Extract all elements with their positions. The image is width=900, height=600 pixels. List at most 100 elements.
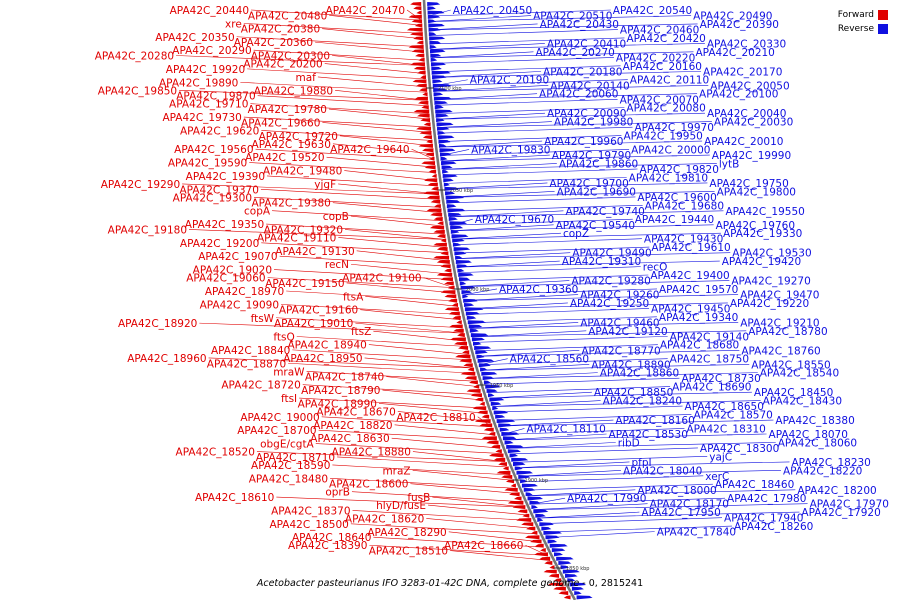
reverse-gene-label: APA42C_18460 bbox=[715, 479, 794, 491]
reverse-leader-line bbox=[437, 121, 552, 128]
forward-gene-arrow bbox=[464, 376, 477, 381]
reverse-gene-label: APA42C_18860 bbox=[600, 368, 679, 380]
forward-gene-arrow bbox=[490, 444, 501, 449]
forward-gene-arrow bbox=[418, 143, 433, 148]
reverse-gene-label: APA42C_18650 bbox=[685, 401, 764, 413]
forward-gene-arrow bbox=[522, 513, 530, 518]
reverse-gene-label: APA42C_19790 bbox=[552, 150, 631, 162]
reverse-gene-label: APA42C_19830 bbox=[471, 144, 550, 156]
forward-gene-label: APA42C_19850 bbox=[98, 85, 177, 97]
reverse-gene-arrow bbox=[571, 586, 584, 591]
forward-leader-line bbox=[255, 148, 434, 160]
reverse-gene-arrow bbox=[466, 315, 477, 320]
forward-leader-line bbox=[373, 536, 544, 548]
reverse-gene-label: APA42C_19800 bbox=[717, 186, 796, 198]
reverse-gene-arrow bbox=[455, 260, 472, 264]
forward-gene-arrow bbox=[440, 251, 449, 256]
forward-gene-label: APA42C_18820 bbox=[313, 420, 392, 432]
reverse-gene-label: APA42C_19600 bbox=[637, 192, 716, 204]
reverse-gene-arrow bbox=[439, 152, 452, 157]
reverse-gene-label: APA42C_20040 bbox=[707, 108, 786, 120]
reverse-gene-arrow bbox=[452, 242, 461, 247]
forward-gene-arrow bbox=[521, 522, 534, 527]
reverse-gene-arrow bbox=[496, 419, 516, 424]
reverse-gene-arrow bbox=[428, 32, 437, 37]
reverse-leader-line bbox=[447, 196, 636, 204]
reverse-leader-line bbox=[537, 511, 640, 519]
forward-leader-line bbox=[335, 89, 428, 101]
reverse-gene-label: APA42C_20070 bbox=[620, 94, 699, 106]
forward-gene-arrow bbox=[433, 242, 447, 247]
reverse-leader-line bbox=[440, 140, 543, 148]
forward-leader-line bbox=[450, 550, 551, 561]
forward-gene-label: APA42C_19300 bbox=[173, 192, 252, 204]
forward-leader-line bbox=[260, 189, 439, 200]
reverse-gene-label: APA42C_19670 bbox=[475, 214, 554, 226]
reverse-leader-line bbox=[441, 154, 710, 162]
forward-gene-arrow bbox=[424, 165, 436, 170]
forward-gene-label: xre bbox=[225, 18, 242, 30]
forward-gene-label: ftsA bbox=[343, 291, 364, 303]
reverse-gene-label: APA42C_18170 bbox=[650, 499, 729, 511]
reverse-leader-line bbox=[488, 386, 671, 393]
forward-gene-label: ftsW bbox=[251, 313, 275, 325]
reverse-leader-line bbox=[489, 391, 592, 399]
forward-leader-line bbox=[286, 290, 457, 302]
reverse-leader-line bbox=[433, 71, 702, 78]
forward-gene-arrow bbox=[421, 105, 429, 110]
forward-gene-arrow bbox=[553, 586, 566, 591]
reverse-leader-line bbox=[449, 210, 724, 218]
reverse-gene-arrow bbox=[427, 10, 445, 15]
reverse-gene-label: APA42C_20210 bbox=[695, 47, 774, 59]
forward-gene-label: APA42C_19730 bbox=[162, 112, 241, 124]
forward-leader-line bbox=[236, 36, 423, 48]
forward-gene-label: APA42C_18960 bbox=[127, 353, 206, 365]
reverse-gene-arrow bbox=[448, 217, 458, 221]
reverse-leader-line bbox=[444, 177, 627, 184]
forward-leader-line bbox=[397, 411, 490, 422]
forward-gene-arrow bbox=[436, 260, 450, 264]
reverse-gene-label: APA42C_20170 bbox=[703, 66, 782, 78]
forward-gene-arrow bbox=[472, 406, 487, 411]
forward-gene-label: copB bbox=[323, 211, 349, 223]
forward-gene-arrow bbox=[507, 500, 524, 505]
forward-leader-line bbox=[261, 130, 432, 141]
forward-gene-arrow bbox=[462, 350, 470, 355]
gene-arrows bbox=[406, 2, 593, 600]
forward-gene-arrow bbox=[436, 247, 448, 252]
forward-gene-label: APA42C_19290 bbox=[101, 179, 180, 191]
reverse-gene-arrow bbox=[453, 247, 471, 252]
reverse-gene-arrow bbox=[449, 221, 467, 226]
reverse-gene-label: APA42C_17950 bbox=[641, 507, 720, 519]
reverse-gene-label: APA42C_19430 bbox=[644, 234, 723, 246]
reverse-gene-arrow bbox=[501, 432, 520, 436]
reverse-leader-line bbox=[504, 433, 607, 441]
reverse-leader-line bbox=[540, 517, 723, 524]
reverse-gene-label: APA42C_17980 bbox=[727, 493, 806, 505]
reverse-leader-line bbox=[462, 288, 498, 296]
reverse-gene-label: APA42C_20110 bbox=[630, 75, 709, 87]
reverse-gene-arrow bbox=[549, 543, 568, 548]
forward-gene-arrow bbox=[502, 466, 509, 471]
reverse-gene-arrow bbox=[539, 522, 554, 527]
forward-leader-line bbox=[426, 518, 535, 529]
reverse-gene-arrow bbox=[431, 66, 442, 71]
reverse-leader-line bbox=[527, 489, 636, 497]
forward-gene-label: APA42C_19520 bbox=[245, 152, 324, 164]
reverse-gene-arrow bbox=[433, 88, 448, 92]
forward-gene-arrow bbox=[434, 204, 441, 209]
forward-leader-line bbox=[322, 28, 423, 40]
reverse-leader-line bbox=[461, 280, 730, 287]
forward-gene-arrow bbox=[429, 225, 445, 230]
forward-gene-arrow bbox=[483, 427, 494, 432]
reverse-gene-label: yajC bbox=[709, 451, 732, 463]
forward-gene-arrow bbox=[408, 45, 424, 49]
reverse-gene-arrow bbox=[472, 341, 482, 346]
reverse-gene-label: APA42C_20510 bbox=[533, 11, 612, 23]
reverse-gene-arrow bbox=[520, 479, 528, 484]
forward-gene-label: APA42C_19010 bbox=[274, 318, 353, 330]
forward-gene-arrow bbox=[504, 487, 518, 492]
reverse-gene-arrow bbox=[444, 186, 459, 191]
genome-backbone bbox=[422, 0, 577, 600]
reverse-gene-arrow bbox=[432, 75, 447, 80]
